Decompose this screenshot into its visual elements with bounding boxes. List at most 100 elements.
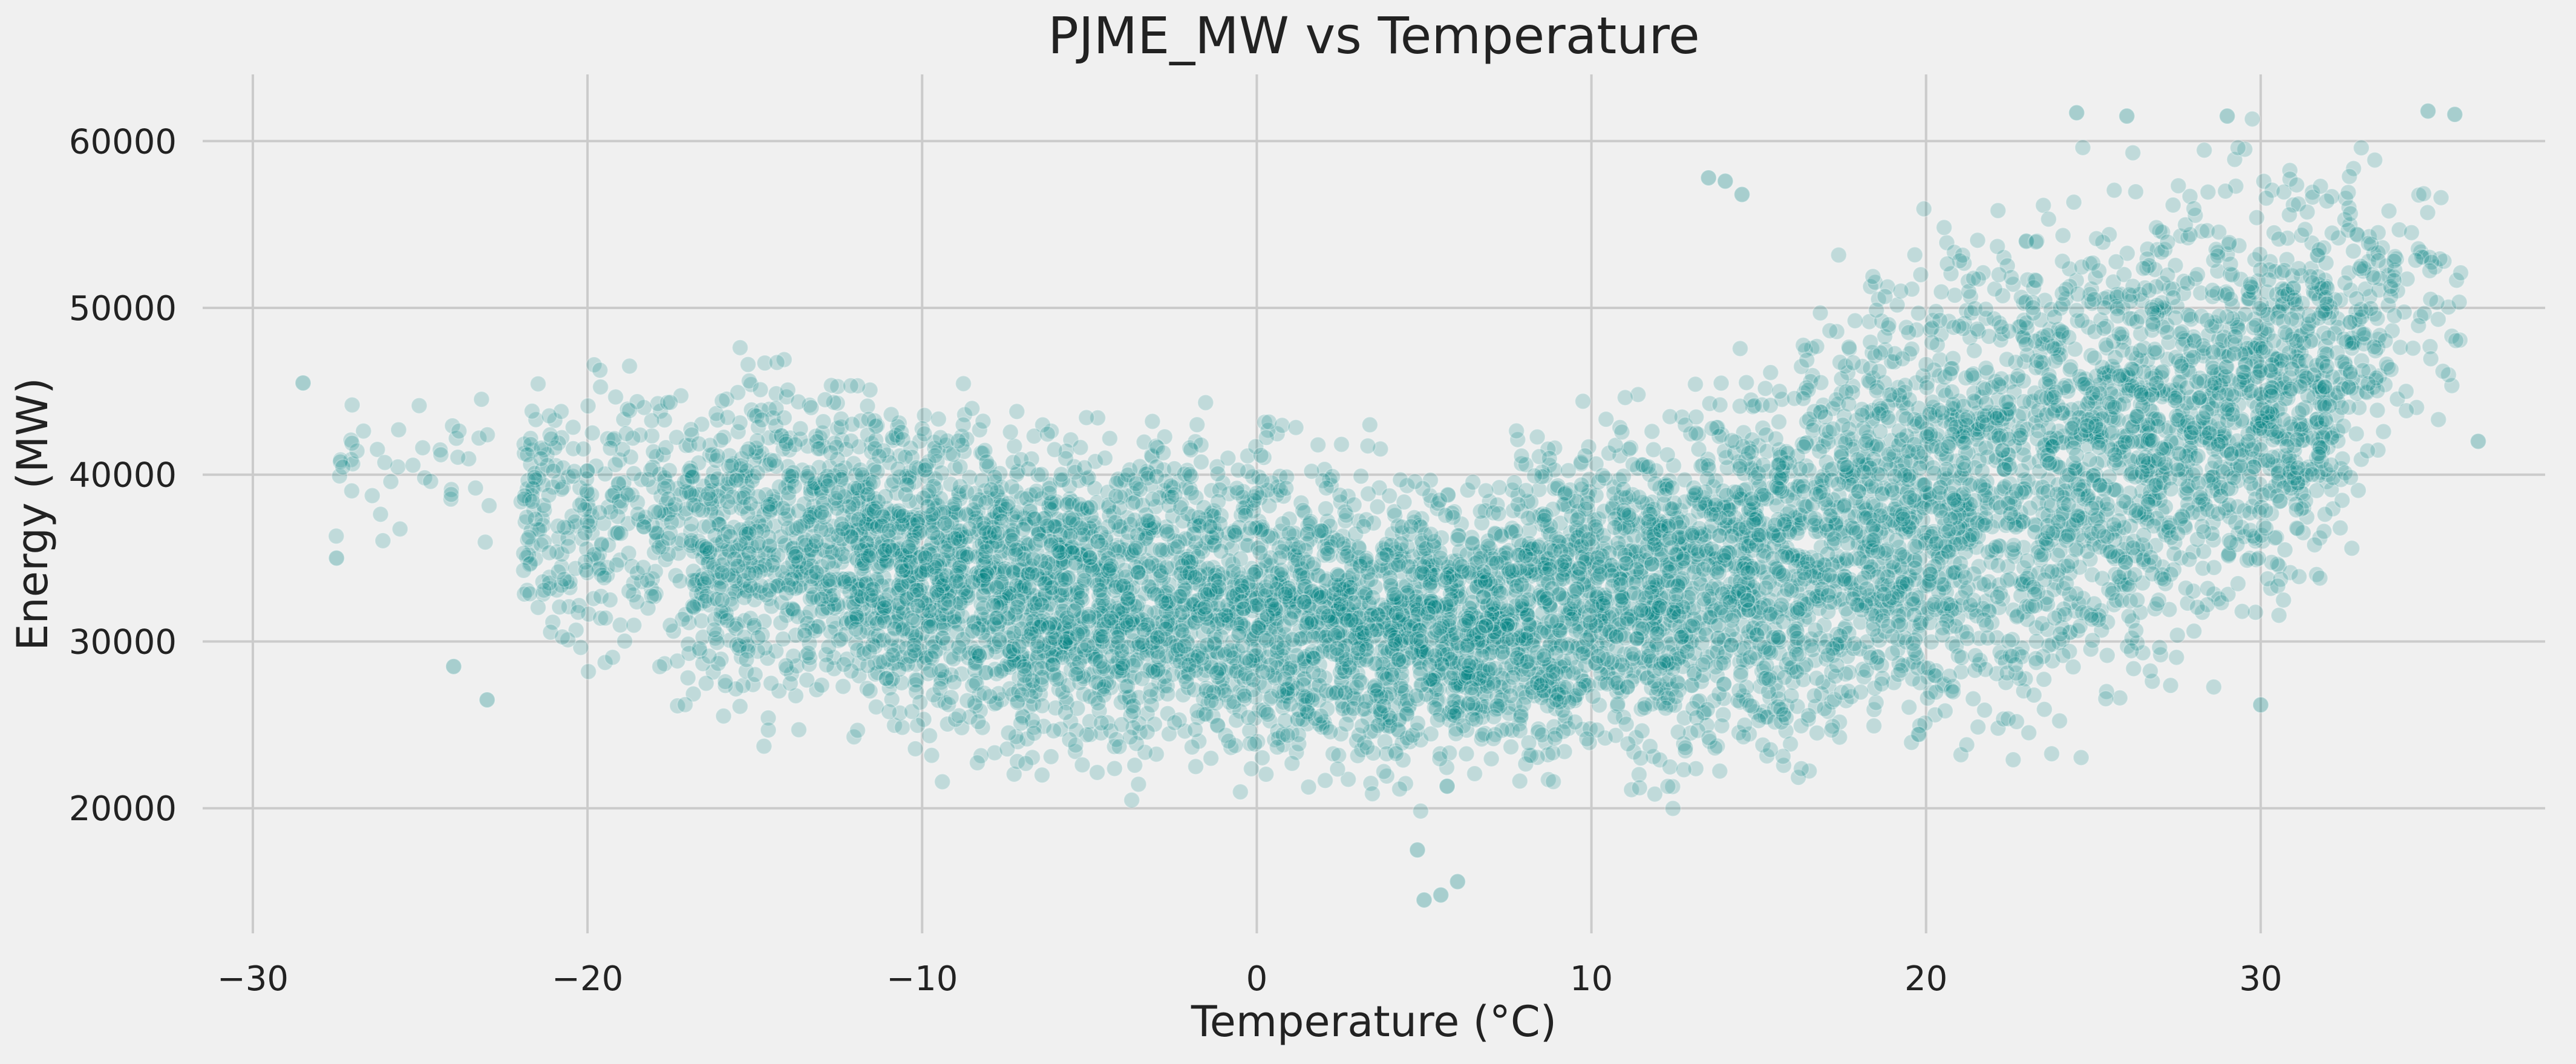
data-point [391, 520, 409, 538]
data-point [1850, 502, 1868, 520]
data-point [899, 631, 917, 648]
data-point [1524, 563, 1541, 581]
data-point [858, 623, 876, 641]
data-point [1661, 408, 1679, 425]
data-point [930, 410, 947, 428]
data-point [390, 421, 407, 439]
data-point [1898, 465, 1916, 483]
data-point [2015, 439, 2032, 457]
data-point [1159, 485, 1177, 502]
data-point [648, 532, 665, 550]
data-point [849, 722, 866, 739]
data-point [583, 524, 601, 542]
data-point [745, 468, 763, 485]
data-point [2366, 151, 2384, 169]
data-point [597, 654, 614, 671]
data-point [1175, 580, 1192, 598]
data-point [963, 400, 981, 417]
data-point [893, 581, 910, 598]
data-point [807, 535, 825, 553]
data-point [2151, 479, 2169, 497]
data-point [828, 571, 846, 588]
data-point [704, 499, 721, 517]
data-point [1918, 374, 1936, 391]
data-point [2304, 331, 2322, 348]
data-point [883, 476, 901, 494]
data-point [1868, 694, 1885, 711]
data-point [783, 472, 800, 490]
data-point [1319, 587, 1337, 605]
data-point [1394, 605, 1411, 623]
data-point [1314, 623, 1332, 641]
data-point [2099, 647, 2116, 664]
data-point [1513, 644, 1531, 662]
data-point [1685, 662, 1703, 680]
data-point [1969, 718, 1987, 736]
data-point [364, 487, 381, 504]
data-point [591, 362, 609, 379]
data-point [2161, 387, 2179, 404]
data-point [2336, 354, 2354, 371]
data-point [2195, 142, 2213, 159]
data-point [1765, 527, 1782, 545]
data-point [1231, 683, 1248, 700]
data-point [1123, 791, 1140, 809]
data-point [1918, 605, 1936, 622]
data-point [2175, 460, 2192, 477]
data-point [2412, 243, 2430, 261]
data-point [1701, 733, 1718, 750]
data-point [1222, 569, 1240, 587]
data-point [1830, 246, 1848, 264]
data-point [551, 598, 568, 616]
data-point [1745, 397, 1763, 414]
data-point [1106, 738, 1123, 756]
data-point [1096, 449, 1114, 467]
data-point [1659, 778, 1676, 795]
data-point [1145, 622, 1163, 640]
data-point [1506, 666, 1523, 683]
data-point [1718, 607, 1736, 624]
data-point [1740, 521, 1757, 539]
data-point [1485, 602, 1503, 619]
data-point [2265, 370, 2283, 388]
data-point [1330, 567, 1348, 584]
data-point [1104, 658, 1122, 675]
data-point [1220, 659, 1237, 676]
data-point [1163, 523, 1180, 541]
data-point [1402, 642, 1420, 660]
data-point [2199, 183, 2217, 201]
data-point [719, 493, 736, 511]
data-point [2056, 558, 2073, 575]
data-point [730, 547, 747, 565]
data-point [1126, 757, 1143, 774]
data-point [1224, 555, 1241, 573]
data-point [1423, 569, 1440, 587]
data-point [1513, 447, 1530, 465]
data-point [1511, 772, 1529, 790]
data-point [2310, 430, 2327, 448]
data-point [802, 478, 820, 496]
data-point [755, 737, 773, 755]
data-point [1882, 451, 1900, 468]
data-point [2332, 460, 2350, 477]
data-point [1755, 703, 1773, 720]
data-point [955, 375, 972, 393]
data-point [1894, 455, 1911, 472]
data-point [2297, 426, 2314, 444]
data-point [933, 773, 951, 791]
data-point [1962, 533, 1979, 550]
data-point [1989, 391, 2007, 408]
data-point [2074, 139, 2091, 156]
data-point [772, 614, 789, 632]
data-point [1657, 660, 1675, 677]
data-point [1137, 520, 1155, 538]
data-point [1015, 508, 1032, 526]
data-point [1840, 338, 1858, 356]
data-point [2115, 436, 2133, 454]
data-point [1545, 658, 1562, 675]
data-point [580, 397, 597, 415]
data-point [858, 550, 875, 567]
data-point [2415, 185, 2433, 203]
data-point [529, 599, 547, 616]
data-point [2379, 296, 2397, 314]
